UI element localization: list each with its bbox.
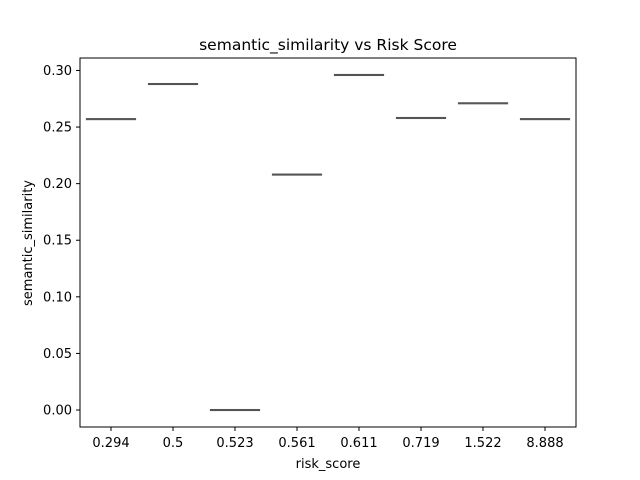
x-tick-label: 0.294 bbox=[92, 436, 129, 451]
box-6 bbox=[395, 116, 447, 120]
y-axis-label: semantic_similarity bbox=[21, 180, 36, 306]
y-tick-label: 0.15 bbox=[43, 234, 72, 249]
y-tick-label: 0.10 bbox=[43, 290, 72, 305]
x-tick-label: 8.888 bbox=[526, 436, 563, 451]
y-tick-label: 0.25 bbox=[43, 121, 72, 136]
box-marks bbox=[85, 73, 571, 412]
x-tick-label: 1.522 bbox=[464, 436, 501, 451]
box-4 bbox=[271, 173, 323, 176]
box-7 bbox=[457, 102, 509, 105]
box-3 bbox=[209, 408, 261, 412]
x-tick-label: 0.611 bbox=[340, 436, 377, 451]
y-tick-label: 0.30 bbox=[43, 64, 72, 79]
plot-area: 0.294 0.5 0.523 0.561 0.611 0.719 1.522 8.888 0… bbox=[43, 57, 577, 451]
box-2 bbox=[147, 82, 199, 86]
x-tick-label: 0.5 bbox=[163, 436, 184, 451]
x-tick-label: 0.719 bbox=[402, 436, 439, 451]
box-8 bbox=[519, 118, 571, 121]
axes-frame bbox=[79, 57, 577, 428]
box-1 bbox=[85, 118, 137, 121]
x-tick-label: 0.561 bbox=[278, 436, 315, 451]
chart-title: semantic_similarity vs Risk Score bbox=[199, 36, 457, 55]
x-axis-label: risk_score bbox=[296, 457, 361, 472]
x-tick-label: 0.523 bbox=[216, 436, 253, 451]
box-5 bbox=[333, 73, 385, 77]
y-tick-label: 0.20 bbox=[43, 177, 72, 192]
y-axis-ticks: 0.00 0.05 0.10 0.15 0.20 0.25 0.30 bbox=[43, 64, 80, 419]
y-tick-label: 0.00 bbox=[43, 404, 72, 419]
y-tick-label: 0.05 bbox=[43, 347, 72, 362]
x-axis-ticks: 0.294 0.5 0.523 0.561 0.611 0.719 1.522 8.888 bbox=[92, 427, 564, 451]
